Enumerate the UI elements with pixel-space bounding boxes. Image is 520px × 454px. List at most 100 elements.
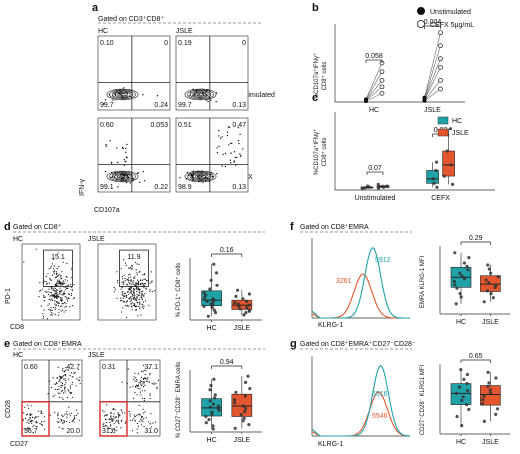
flow-event-dot <box>65 375 67 377</box>
flow-event-dot <box>203 177 205 179</box>
flow-event-dot <box>121 291 123 293</box>
flow-event-dot <box>72 298 74 300</box>
flow-event-dot <box>66 411 68 413</box>
flow-event-dot <box>44 428 46 430</box>
flow-event-dot <box>140 314 142 316</box>
flow-event-dot <box>205 175 207 177</box>
flow-event-dot <box>143 382 145 384</box>
flow-event-dot <box>114 417 116 419</box>
flow-event-dot <box>39 282 41 284</box>
flow-event-dot <box>120 409 122 411</box>
flow-event-dot <box>53 265 56 267</box>
flow-event-dot <box>128 298 130 300</box>
flow-event-dot <box>188 173 191 175</box>
flow-event-dot <box>128 293 130 295</box>
flow-event-dot <box>48 268 50 270</box>
flow-event-dot <box>121 420 123 422</box>
flow-event-dot <box>105 144 107 146</box>
flow-event-dot <box>58 388 60 390</box>
jsle-point <box>238 307 242 311</box>
flow-event-dot <box>133 293 135 295</box>
flow-event-dot <box>132 385 134 387</box>
flow-event-dot <box>133 418 135 420</box>
flow-event-dot <box>79 382 81 384</box>
jsle-point <box>243 394 247 398</box>
flow-event-dot <box>149 397 151 399</box>
flow-event-dot <box>70 363 72 365</box>
gate-percent: 15.1 <box>51 254 65 261</box>
flow-event-dot <box>60 297 62 299</box>
flow-event-dot <box>230 162 232 164</box>
flow-event-dot <box>127 278 129 281</box>
panel-e-box-ylabel: % CD27⁻CD28⁻ EMRA cells <box>176 362 182 438</box>
panel-f-xaxis: KLRG-1 <box>318 322 343 329</box>
panel-e-col-hc: HC <box>13 352 23 359</box>
flow-event-dot <box>68 369 70 371</box>
flow-event-dot <box>218 135 220 137</box>
flow-event-dot <box>63 280 65 282</box>
flow-event-dot <box>104 170 107 173</box>
hc-point <box>211 297 215 301</box>
panel-a-row-unstim: Unstimulated <box>234 92 275 99</box>
flow-event-dot <box>221 136 223 138</box>
flow-event-dot <box>128 410 130 412</box>
flow-event-dot <box>40 423 43 426</box>
flow-event-dot <box>134 372 136 374</box>
flow-event-dot <box>130 296 132 298</box>
panel-f-boxplot: HC JSLE 0.29 <box>439 235 510 326</box>
flow-event-dot <box>116 178 118 181</box>
flow-event-dot <box>62 422 64 424</box>
flow-event-dot <box>120 268 122 270</box>
flow-event-dot <box>135 377 137 379</box>
flow-event-dot <box>61 298 63 300</box>
flow-event-dot <box>65 302 67 304</box>
flow-event-dot <box>130 288 132 290</box>
panel-g-letter: g <box>290 338 297 350</box>
flow-event-dot <box>45 291 47 293</box>
flow-event-dot <box>40 412 42 414</box>
flow-event-dot <box>67 284 70 286</box>
flow-event-dot <box>192 88 194 91</box>
flow-event-dot <box>239 153 241 155</box>
flow-event-dot <box>136 291 138 293</box>
flow-event-dot <box>54 309 56 311</box>
quadrant-value-tr: 0 <box>242 40 246 47</box>
flow-event-dot <box>35 248 37 250</box>
flow-event-dot <box>56 291 58 293</box>
flow-event-dot <box>59 299 62 301</box>
jsle-point <box>236 288 240 292</box>
jsle-point <box>233 401 237 405</box>
flow-event-dot <box>136 414 138 416</box>
flow-event-dot <box>67 389 69 391</box>
flow-event-dot <box>208 97 210 100</box>
flow-event-dot <box>69 385 71 387</box>
flow-event-dot <box>44 290 46 292</box>
paired-line <box>424 88 441 101</box>
panel-g-histogram: 6516 5546 <box>311 356 411 437</box>
flow-event-dot <box>234 156 236 159</box>
flow-event-dot <box>120 297 122 299</box>
flow-event-dot <box>51 298 53 300</box>
flow-event-dot <box>140 279 142 282</box>
flow-event-dot <box>117 420 119 422</box>
flow-event-dot <box>136 302 138 304</box>
flow-event-dot <box>59 392 61 394</box>
flow-event-dot <box>239 133 241 135</box>
hc-point <box>208 388 212 392</box>
flow-event-dot <box>61 414 63 416</box>
flow-event-dot <box>230 152 232 154</box>
hc-point <box>462 377 466 381</box>
flow-event-dot <box>104 99 107 101</box>
flow-event-dot <box>116 429 118 431</box>
flow-event-dot <box>136 379 138 381</box>
paired-line <box>424 32 441 98</box>
flow-event-dot <box>216 152 219 154</box>
flow-event-dot <box>110 411 112 413</box>
hc-point <box>458 271 462 275</box>
flow-event-dot <box>67 300 69 302</box>
flow-event-dot <box>156 386 158 388</box>
flow-event-dot <box>30 405 32 407</box>
quadrant-value-br: 0.22 <box>154 184 168 191</box>
flow-event-dot <box>50 314 52 316</box>
flow-event-dot <box>134 284 136 286</box>
